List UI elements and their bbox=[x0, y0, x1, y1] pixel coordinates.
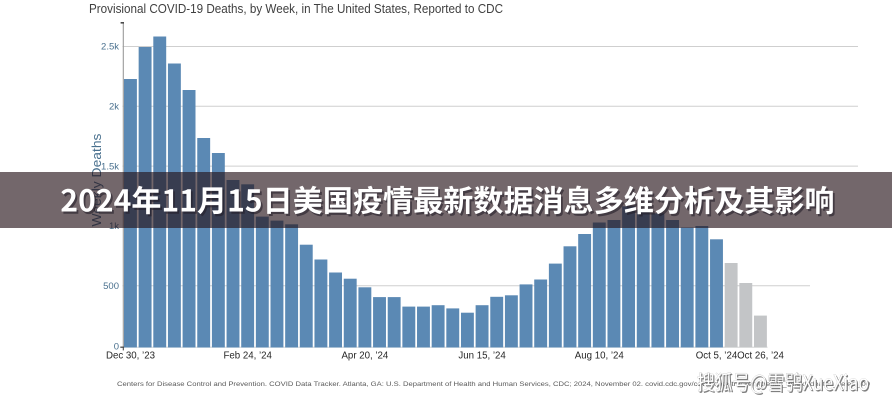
svg-text:Jun 15, ’24: Jun 15, ’24 bbox=[458, 351, 506, 362]
svg-text:Centers for Disease Control an: Centers for Disease Control and Preventi… bbox=[117, 381, 870, 388]
svg-text:Aug 10, ’24: Aug 10, ’24 bbox=[575, 351, 625, 362]
svg-text:500: 500 bbox=[103, 281, 119, 292]
svg-text:Provisional COVID-19 Deaths, b: Provisional COVID-19 Deaths, by Week, in… bbox=[89, 1, 503, 16]
svg-text:2.5k: 2.5k bbox=[101, 42, 119, 53]
svg-text:Feb 24, ’24: Feb 24, ’24 bbox=[223, 351, 272, 362]
svg-text:2k: 2k bbox=[109, 102, 119, 113]
svg-text:0: 0 bbox=[114, 342, 119, 353]
svg-text:Oct 26, ’24: Oct 26, ’24 bbox=[737, 351, 784, 362]
svg-text:1.5k: 1.5k bbox=[101, 161, 119, 172]
svg-text:Oct 5, ’24: Oct 5, ’24 bbox=[696, 351, 738, 362]
svg-text:Apr 20, ’24: Apr 20, ’24 bbox=[341, 351, 388, 362]
svg-text:Dec 30, ’23: Dec 30, ’23 bbox=[106, 351, 155, 362]
